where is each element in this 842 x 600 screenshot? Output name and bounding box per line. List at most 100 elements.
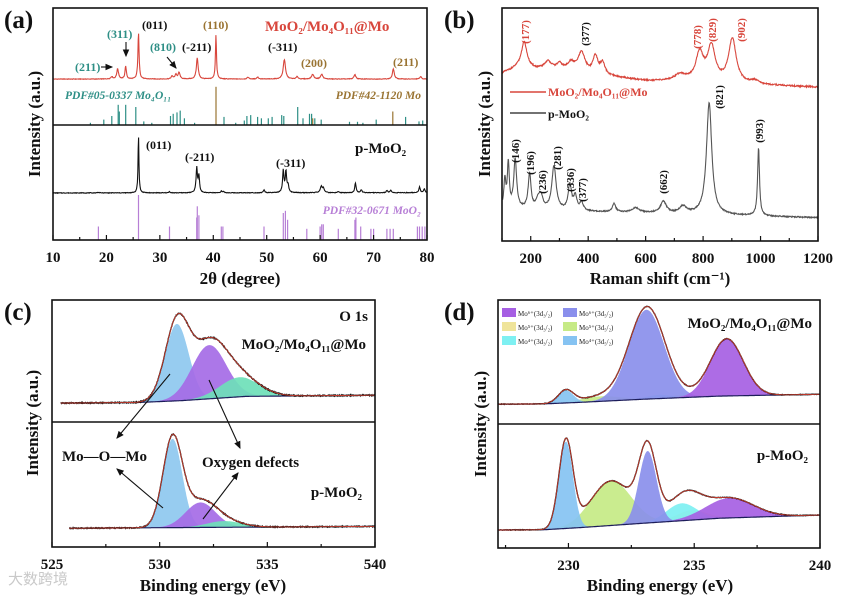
peak-label: (829): [707, 18, 719, 42]
peak-label: (377): [577, 178, 589, 202]
peak-label: (311): [107, 27, 132, 41]
panel-label: (d): [444, 299, 475, 326]
reference-label: PDF#42-1120 Mo: [336, 90, 422, 102]
legend-swatch: [502, 322, 516, 331]
x-tick-label: 800: [692, 251, 715, 267]
x-tick-label: 1000: [746, 251, 776, 267]
peak-label: (177): [520, 20, 532, 44]
legend-label: p-MoO₂: [548, 107, 589, 121]
reference-label: PDF#05-0337 Mo₄O₁₁: [65, 90, 171, 102]
fit-component: [498, 390, 820, 405]
x-tick-label: 50: [259, 250, 274, 266]
panel-c: (c) O 1s MoO₂/Mo₄O₁₁@Mo Mo—O—Mo Oxygen d…: [4, 299, 386, 595]
fit-component: [498, 441, 820, 530]
sample-label: MoO₂/Mo₄O₁₁@Mo: [242, 337, 366, 353]
fit-component: [60, 377, 375, 404]
legend-label: Mo⁴⁺(3d₃/₂): [518, 338, 553, 346]
peak-label: (011): [146, 138, 171, 152]
peak-label: (336): [565, 168, 577, 192]
plot-frame: [501, 7, 819, 242]
series-line: [502, 101, 819, 220]
series-line: [502, 37, 819, 89]
x-tick-label: 40: [206, 250, 221, 266]
series-line: [52, 137, 428, 195]
watermark-logo: 大数跨境: [8, 570, 68, 588]
xrd-plot-area: [52, 33, 428, 240]
legend-swatch: [502, 336, 516, 345]
x-tick-label: 525: [41, 557, 64, 573]
peak-label: (011): [142, 18, 167, 32]
legend-swatch: [563, 322, 577, 331]
peak-label: (200): [301, 56, 327, 70]
peak-label: (-211): [182, 40, 211, 54]
panel-d: (d) Mo⁶⁺(3d₃/₂) Mo⁶⁺(3d₅/₂) Mo⁵⁺(3d₃/₂) …: [444, 299, 831, 595]
panel-label: (a): [4, 7, 33, 34]
sample-label: p-MoO₂: [355, 141, 407, 157]
fit-component: [60, 345, 375, 404]
peak-label: (211): [75, 60, 100, 74]
reference-label: PDF#32-0671 MoO₂: [323, 205, 421, 217]
x-tick-label: 200: [519, 251, 542, 267]
x-tick-label: 400: [577, 251, 600, 267]
y-axis-label: Intensity (a.u.): [25, 71, 44, 177]
sample-label: p-MoO₂: [757, 448, 809, 464]
x-axis-label: Binding energy (eV): [587, 576, 733, 595]
legend-label: Mo⁵⁺(3d₅/₂): [579, 324, 614, 332]
legend-label: Mo⁵⁺(3d₃/₂): [518, 324, 553, 332]
sample-label: p-MoO₂: [311, 485, 363, 501]
arrow-icon: [202, 472, 239, 520]
legend-label: Mo⁶⁺(3d₃/₂): [518, 310, 553, 318]
legend: Mo⁶⁺(3d₃/₂) Mo⁶⁺(3d₅/₂) Mo⁵⁺(3d₃/₂) Mo⁵⁺…: [502, 308, 614, 346]
x-tick-label: 235: [683, 558, 706, 574]
fit-component: [498, 451, 820, 530]
x-tick-label: 60: [313, 250, 328, 266]
peak-label: (821): [714, 85, 726, 109]
sample-label: MoO₂/Mo₄O₁₁@Mo: [688, 316, 812, 332]
x-tick-label: 80: [420, 250, 435, 266]
y-axis-label: Intensity (a.u.): [471, 371, 490, 477]
legend-swatch: [563, 336, 577, 345]
baseline-line: [498, 393, 820, 405]
peak-label: (236): [537, 170, 549, 194]
legend-label: Mo⁴⁺(3d₅/₂): [579, 338, 614, 346]
envelope-fit-line: [69, 433, 375, 529]
x-tick-label: 540: [364, 557, 387, 573]
chart-title: O 1s: [339, 309, 368, 325]
x-tick-label: 240: [809, 558, 832, 574]
series-line: [52, 33, 428, 81]
arrow-icon: [208, 379, 241, 450]
mo3d-plot-area: [497, 305, 821, 532]
x-tick-label: 30: [152, 250, 167, 266]
x-axis-label: Raman shift (cm⁻¹): [590, 269, 731, 288]
peak-label: (-211): [185, 150, 214, 164]
peak-label: (902): [736, 18, 748, 42]
panel-label: (c): [4, 299, 32, 326]
arrow-icon: [166, 56, 177, 69]
mo-o-mo-label: Mo—O—Mo: [62, 449, 147, 465]
y-axis-label: Intensity (a.u.): [23, 370, 42, 476]
peak-label: (810): [150, 40, 176, 54]
envelope-fit-line: [498, 437, 820, 531]
x-tick-label: 600: [634, 251, 657, 267]
legend-swatch: [502, 308, 516, 317]
peak-label: (146): [510, 139, 522, 163]
x-axis: 200 400 600 800 1000 1200: [501, 236, 833, 267]
peak-label: (-311): [268, 40, 297, 54]
envelope-fit-line: [60, 312, 375, 404]
o1s-plot-area: [60, 312, 376, 530]
panel-b: (b) MoO₂/Mo₄O₁₁@Mo p-MoO₂ (177) (377) (7…: [444, 7, 833, 288]
peak-label: (662): [658, 170, 670, 194]
x-tick-label: 535: [256, 557, 279, 573]
x-tick-label: 230: [557, 558, 580, 574]
envelope-fit-line: [498, 306, 820, 405]
x-axis-label: 2θ (degree): [200, 269, 281, 288]
fit-component: [498, 338, 820, 405]
legend-label: MoO₂/Mo₄O₁₁@Mo: [548, 85, 648, 99]
raman-plot-area: [502, 37, 819, 220]
fit-component: [498, 309, 820, 405]
peak-label: (281): [552, 146, 564, 170]
peak-label: (377): [580, 22, 592, 46]
baseline-line: [498, 514, 820, 531]
oxygen-defects-label: Oxygen defects: [202, 455, 299, 471]
